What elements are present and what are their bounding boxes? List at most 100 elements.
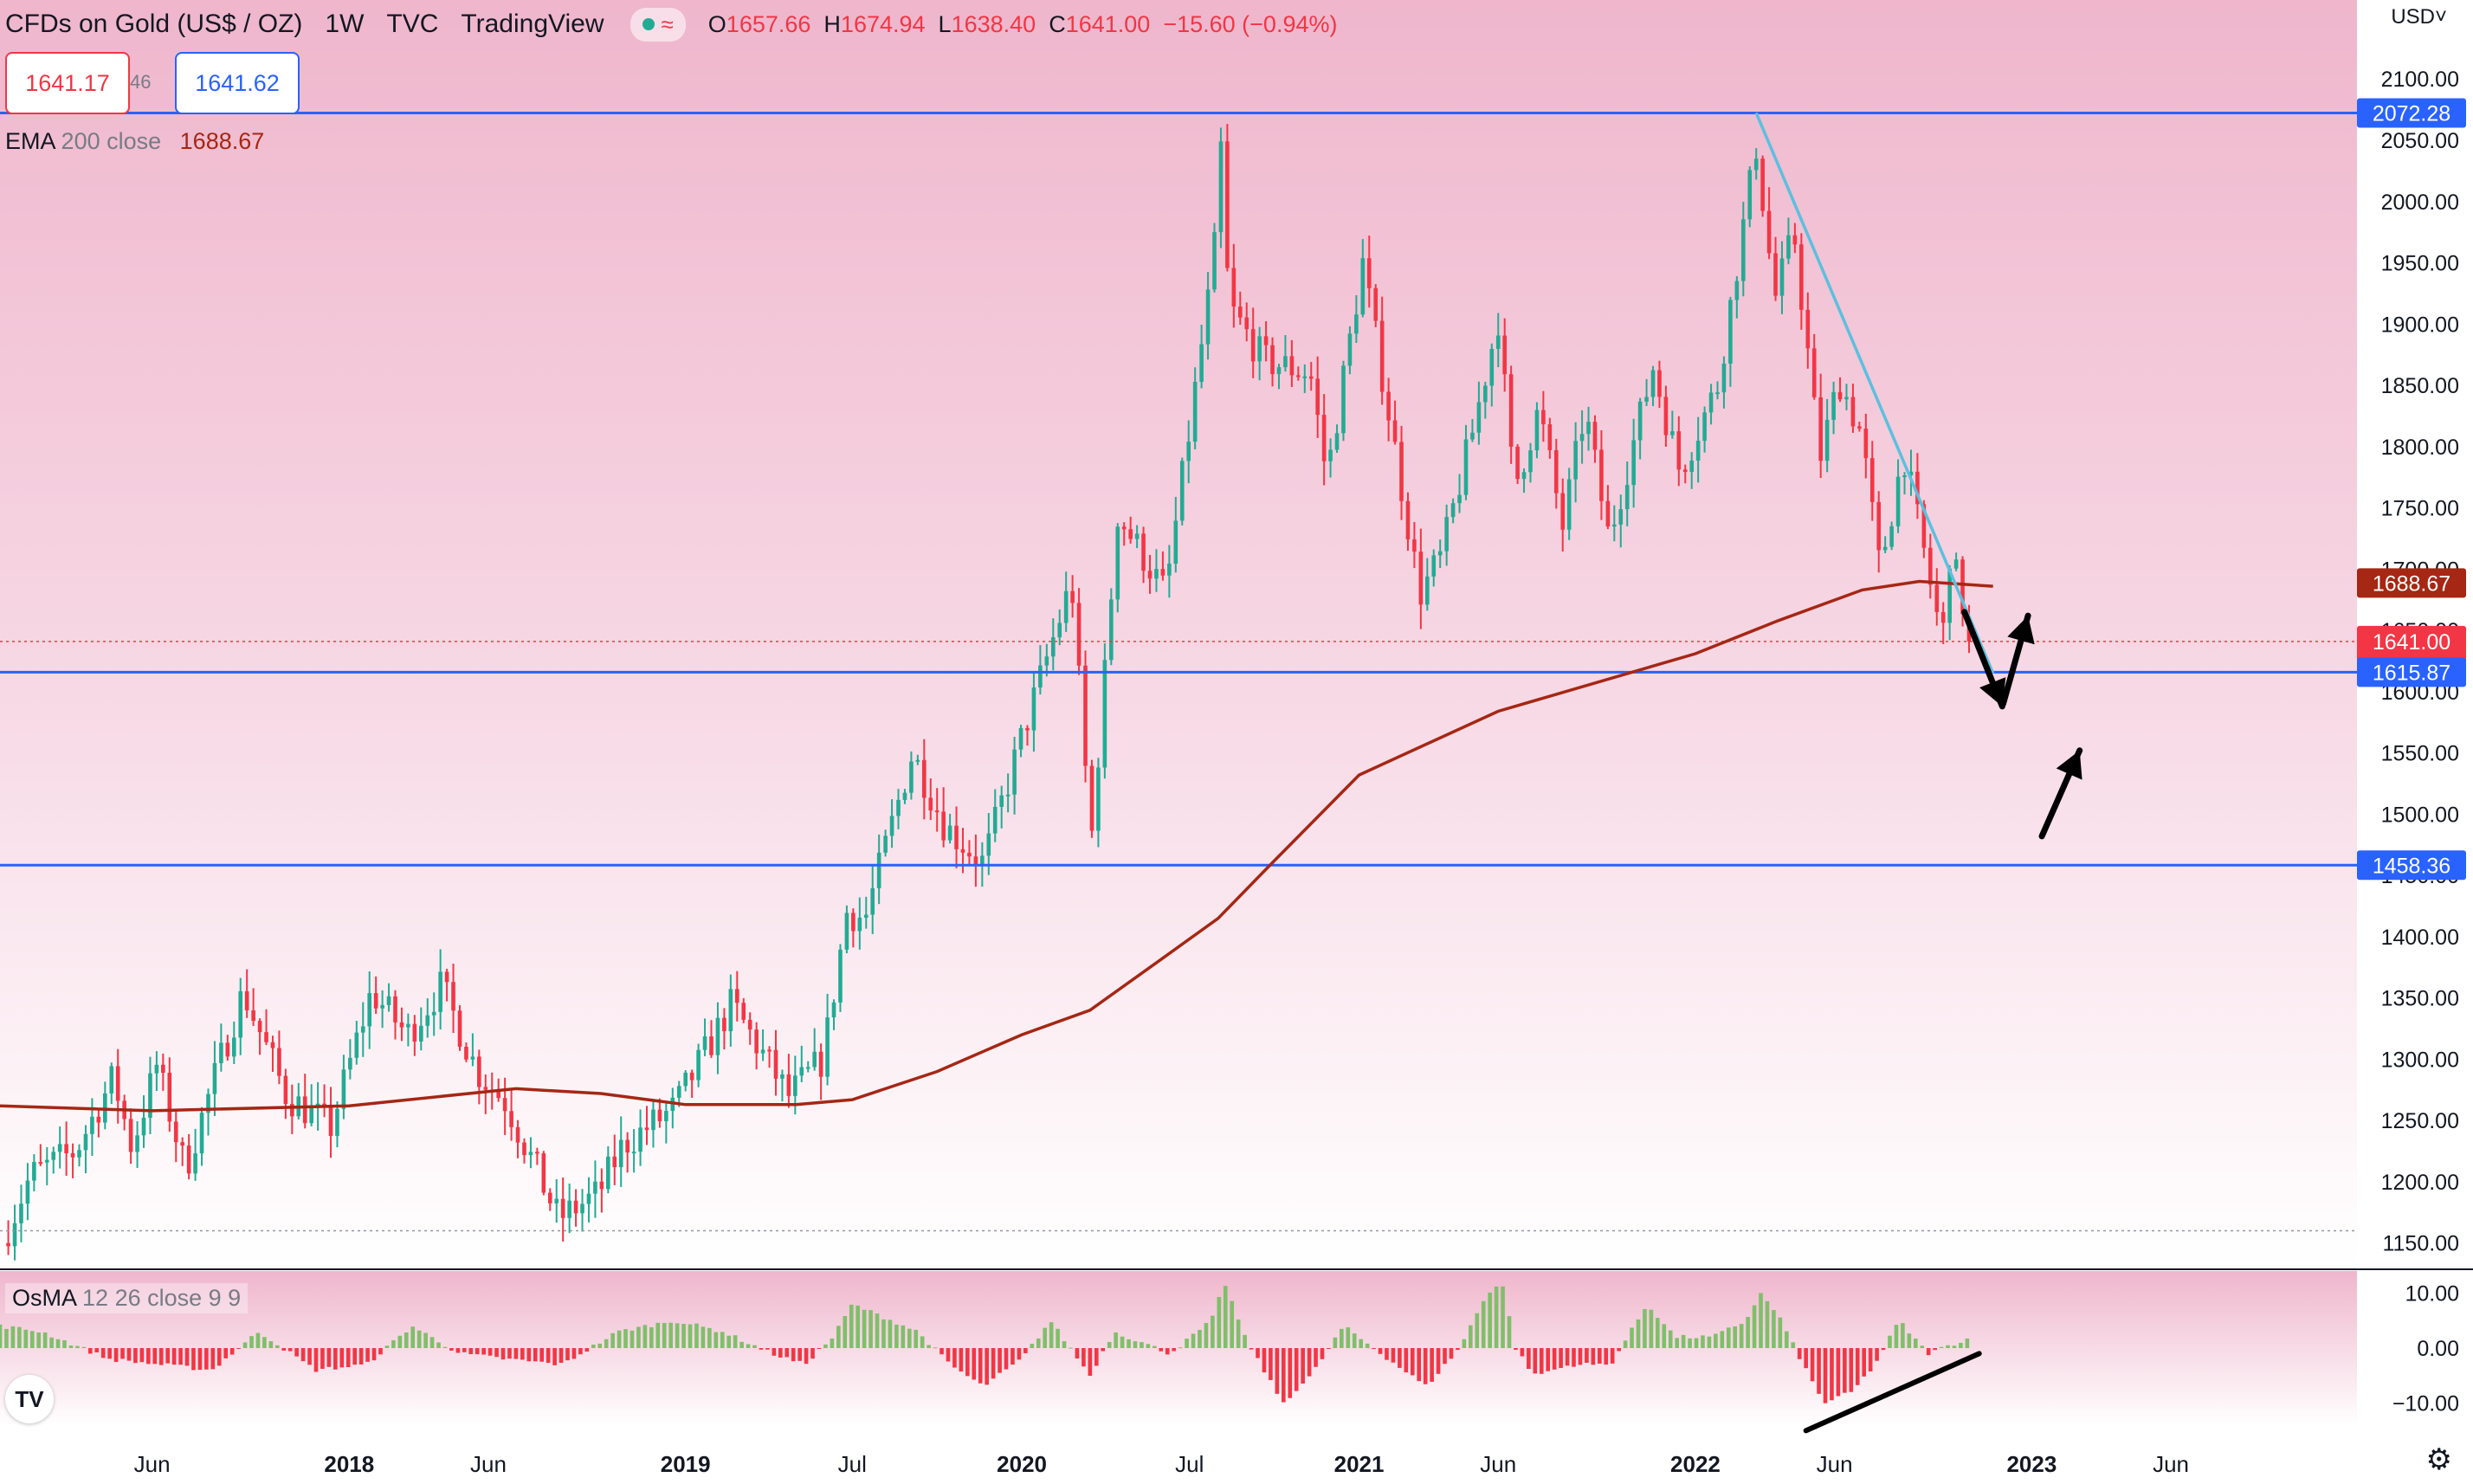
osma-bar	[817, 1348, 822, 1350]
osma-bar	[1114, 1332, 1118, 1348]
osma-bar	[1398, 1348, 1402, 1368]
candle-body	[902, 792, 907, 800]
tradingview-logo-icon[interactable]: TV	[5, 1375, 54, 1423]
publisher-label: TradingView	[461, 10, 604, 38]
osma-bar	[1585, 1348, 1589, 1363]
osma-bar	[797, 1348, 802, 1361]
price-axis-tag	[2357, 568, 2466, 598]
ema-legend[interactable]: EMA 200 close 1688.67	[5, 128, 264, 155]
osma-bar	[778, 1348, 783, 1358]
buy-price-box[interactable]: 1641.62	[175, 52, 300, 114]
candle-body	[1257, 336, 1262, 362]
osma-bar	[1320, 1348, 1325, 1359]
osma-bar	[36, 1332, 42, 1348]
candle-body	[154, 1064, 159, 1074]
candle-body	[25, 1180, 30, 1204]
candle-body	[1734, 281, 1740, 300]
osma-bar	[423, 1332, 428, 1348]
candle-body	[1089, 765, 1094, 831]
candle-body	[780, 1074, 785, 1079]
candle-body	[64, 1144, 68, 1154]
candle-body	[1154, 569, 1159, 579]
osma-bar	[1127, 1339, 1131, 1348]
osma-bar	[630, 1330, 635, 1348]
osma-bar	[894, 1324, 899, 1348]
osma-bar	[998, 1348, 1002, 1373]
osma-bar	[1946, 1345, 1950, 1348]
timeframe-label[interactable]: 1W	[325, 10, 365, 38]
candle-body	[1618, 509, 1624, 525]
currency-selector[interactable]: USD˅	[2391, 5, 2447, 29]
candle-body	[625, 1139, 630, 1153]
time-axis-label: 2023	[2006, 1451, 2057, 1477]
time-axis-label: 2021	[1334, 1451, 1385, 1477]
osma-bar	[1610, 1348, 1615, 1364]
osma-bar	[972, 1348, 977, 1380]
candle-body	[1412, 539, 1417, 552]
candle-body	[1218, 141, 1224, 233]
price-tick-label: 1950.00	[2381, 252, 2459, 276]
osma-bar	[752, 1345, 757, 1348]
osma-bar	[591, 1345, 596, 1348]
osma-bar	[1204, 1323, 1209, 1348]
osma-bar	[1372, 1348, 1376, 1350]
time-axis-label: 2019	[661, 1451, 711, 1477]
sell-price-box[interactable]: 1641.17	[5, 52, 130, 114]
osma-bar	[391, 1339, 396, 1348]
candle-body	[535, 1152, 539, 1154]
symbol-title[interactable]: CFDs on Gold (US$ / OZ)	[5, 10, 303, 38]
market-status-pill[interactable]: ≈	[630, 7, 686, 42]
osma-bar	[1559, 1348, 1563, 1368]
candle-body	[560, 1198, 565, 1218]
osma-bar	[42, 1332, 48, 1348]
osma-bar	[229, 1348, 235, 1355]
osma-bar	[191, 1348, 196, 1371]
osma-bar	[843, 1316, 848, 1348]
osma-bar	[236, 1348, 241, 1349]
candle-body	[1386, 391, 1391, 421]
candle-body	[1695, 441, 1701, 461]
osma-bar	[875, 1313, 880, 1348]
candle-body	[1012, 749, 1017, 795]
osma-bar	[1088, 1348, 1093, 1377]
osma-legend[interactable]: OsMA 12 26 close 9 9	[5, 1283, 249, 1313]
osma-bar	[326, 1348, 332, 1367]
osma-bar	[836, 1326, 841, 1348]
price-tick-label: 1250.00	[2381, 1109, 2459, 1133]
candle-body	[760, 1049, 765, 1054]
candle-body	[960, 848, 965, 853]
osma-bar	[1436, 1348, 1441, 1374]
osma-bar	[146, 1348, 151, 1365]
candle-body	[1483, 385, 1488, 403]
candle-body	[244, 990, 249, 1010]
candle-body	[1173, 520, 1178, 564]
candle-body	[1689, 461, 1695, 473]
candle-body	[464, 1046, 468, 1060]
osma-bar	[856, 1305, 860, 1348]
osma-bar	[371, 1348, 377, 1361]
candle-body	[1599, 449, 1604, 501]
candle-body	[1450, 503, 1456, 518]
time-axis-label: Jun	[134, 1451, 171, 1477]
candle-body	[1425, 576, 1430, 605]
osma-bar	[1146, 1344, 1151, 1348]
osma-bar	[1352, 1333, 1357, 1348]
price-tick-label: 1800.00	[2381, 436, 2459, 460]
candle-body	[141, 1117, 146, 1136]
candle-body	[1392, 420, 1398, 442]
candle-body	[425, 1015, 430, 1026]
osma-bar	[1062, 1341, 1067, 1348]
osma-bar	[668, 1322, 673, 1348]
time-axis-label: Jun	[470, 1451, 507, 1477]
candle-body	[728, 989, 733, 1032]
osma-bar	[810, 1348, 815, 1359]
candle-body	[1289, 356, 1295, 376]
osma-bar	[707, 1327, 712, 1348]
osma-bar	[1004, 1348, 1009, 1370]
osma-bar	[442, 1346, 448, 1348]
osma-bar	[636, 1326, 641, 1348]
gear-icon[interactable]: ⚙	[2425, 1443, 2452, 1476]
candle-body	[606, 1156, 610, 1190]
